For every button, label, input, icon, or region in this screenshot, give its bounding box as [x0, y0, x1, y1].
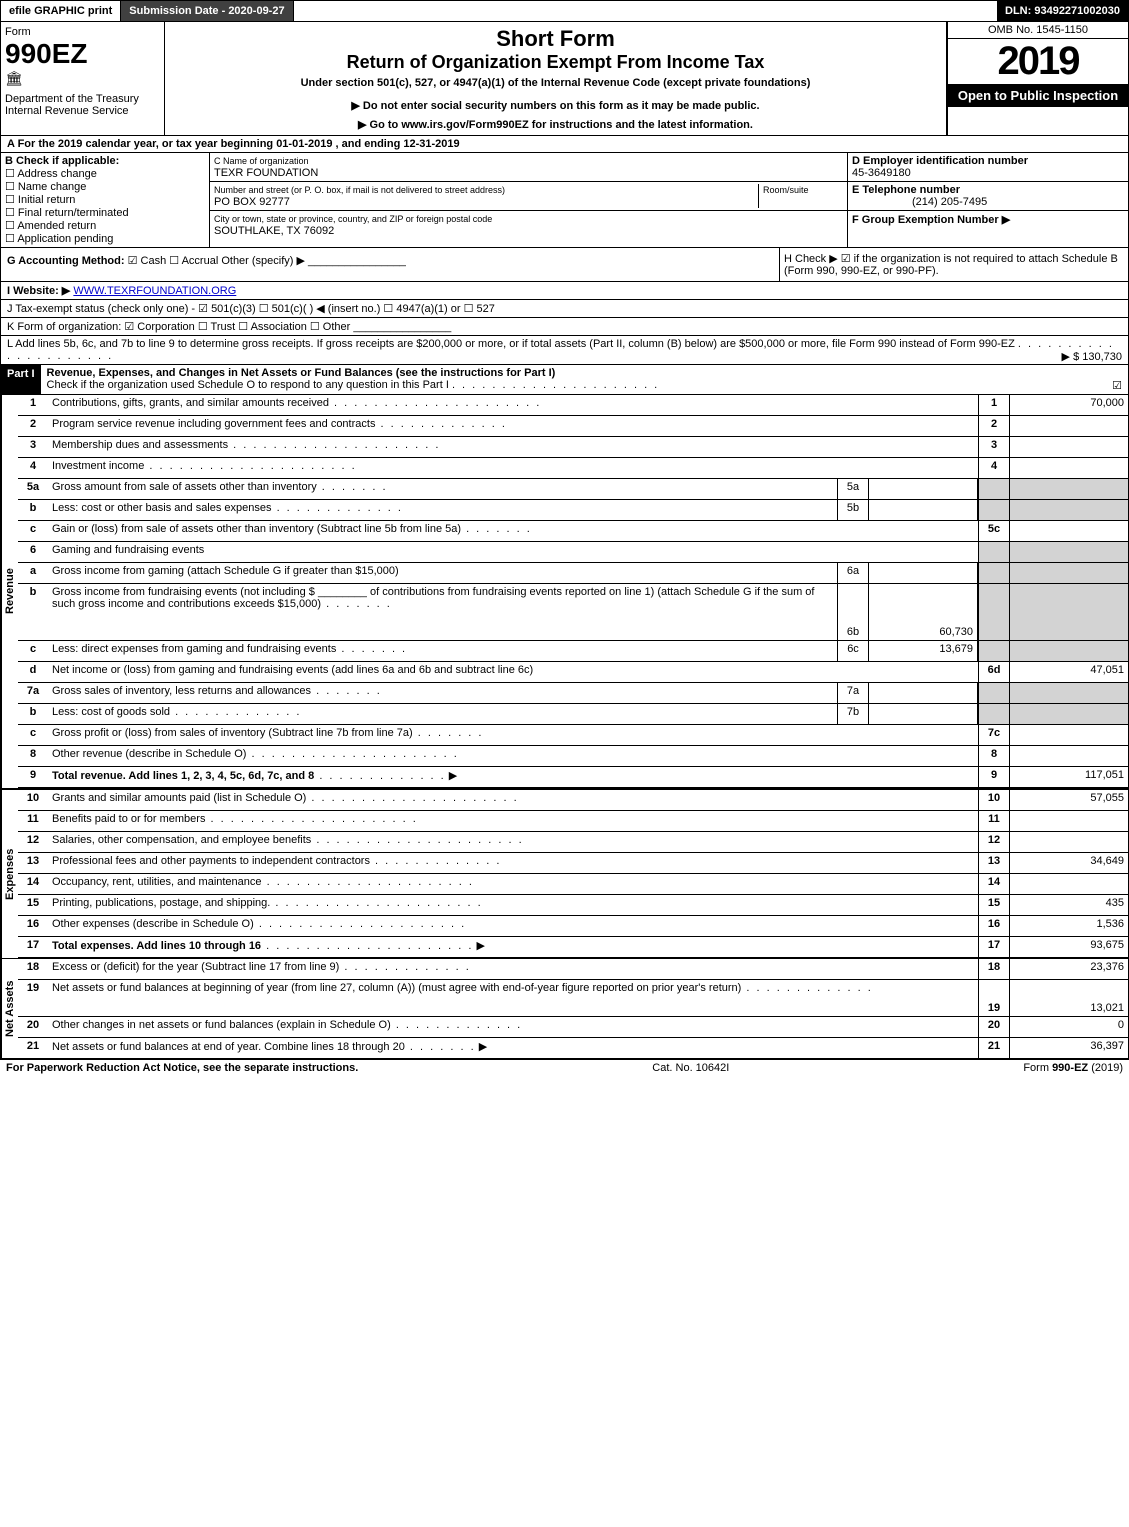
g-accrual[interactable]: ☐ Accrual: [169, 255, 218, 267]
opt-final[interactable]: ☐ Final return/terminated: [5, 206, 205, 219]
d-label: D Employer identification number: [852, 155, 1028, 167]
footer-right: Form 990-EZ (2019): [1023, 1062, 1123, 1074]
e-label: E Telephone number: [852, 184, 960, 196]
top-bar: efile GRAPHIC print Submission Date - 20…: [0, 0, 1129, 22]
expenses-section: Expenses 10Grants and similar amounts pa…: [0, 788, 1129, 958]
amt-7c: [1010, 725, 1128, 745]
c-name-label: C Name of organization: [214, 156, 309, 166]
g-label: G Accounting Method:: [7, 255, 125, 267]
ssn-warning: ▶ Do not enter social security numbers o…: [175, 99, 936, 112]
tax-year: 2019: [948, 39, 1128, 84]
footer-left: For Paperwork Reduction Act Notice, see …: [6, 1062, 358, 1074]
line-a: A For the 2019 calendar year, or tax yea…: [0, 136, 1129, 153]
amt-16: 1,536: [1010, 916, 1128, 936]
irs-label: Internal Revenue Service: [5, 105, 160, 117]
under-section: Under section 501(c), 527, or 4947(a)(1)…: [175, 77, 936, 89]
open-inspection: Open to Public Inspection: [948, 84, 1128, 107]
short-form-title: Short Form: [175, 26, 936, 52]
page-footer: For Paperwork Reduction Act Notice, see …: [0, 1060, 1129, 1076]
revenue-label: Revenue: [1, 395, 18, 788]
dept-label: Department of the Treasury: [5, 93, 160, 105]
g-cash[interactable]: ☑ Cash: [128, 255, 167, 267]
box-def: D Employer identification number 45-3649…: [848, 153, 1128, 247]
l-amount: ▶ $ 130,730: [1062, 350, 1122, 363]
g-other[interactable]: Other (specify) ▶ ________________: [221, 255, 406, 267]
amt-6d: 47,051: [1010, 662, 1128, 682]
netassets-label: Net Assets: [1, 959, 18, 1058]
amt-19: 13,021: [1010, 980, 1128, 1016]
website-link[interactable]: WWW.TEXRFOUNDATION.ORG: [73, 285, 236, 297]
dln: DLN: 93492271002030: [997, 1, 1128, 21]
omb: OMB No. 1545-1150: [948, 22, 1128, 39]
phone: (214) 205-7495: [852, 196, 987, 208]
amt-6b: 60,730: [869, 584, 978, 640]
amt-20: 0: [1010, 1017, 1128, 1037]
amt-10: 57,055: [1010, 790, 1128, 810]
form-label: Form: [5, 26, 160, 38]
box-j: J Tax-exempt status (check only one) - ☑…: [0, 300, 1129, 318]
box-c: C Name of organization TEXR FOUNDATION N…: [210, 153, 848, 247]
box-i: I Website: ▶ WWW.TEXRFOUNDATION.ORG: [0, 282, 1129, 300]
submission-date: Submission Date - 2020-09-27: [121, 1, 293, 21]
revenue-section: Revenue 1Contributions, gifts, grants, a…: [0, 395, 1129, 788]
footer-center: Cat. No. 10642I: [652, 1062, 729, 1074]
box-b: B Check if applicable: ☐ Address change …: [1, 153, 210, 247]
amt-15: 435: [1010, 895, 1128, 915]
amt-11: [1010, 811, 1128, 831]
part-i-header: Part I Revenue, Expenses, and Changes in…: [0, 365, 1129, 395]
opt-address[interactable]: ☐ Address change: [5, 167, 205, 180]
box-k: K Form of organization: ☑ Corporation ☐ …: [0, 318, 1129, 336]
netassets-section: Net Assets 18Excess or (deficit) for the…: [0, 958, 1129, 1060]
part-i-title: Revenue, Expenses, and Changes in Net As…: [47, 367, 556, 379]
amt-4: [1010, 458, 1128, 478]
amt-3: [1010, 437, 1128, 457]
efile-label: efile GRAPHIC print: [1, 1, 121, 21]
amt-12: [1010, 832, 1128, 852]
opt-name[interactable]: ☐ Name change: [5, 180, 205, 193]
c-city-label: City or town, state or province, country…: [214, 214, 492, 224]
amt-14: [1010, 874, 1128, 894]
amt-21: 36,397: [1010, 1038, 1128, 1058]
part-i-check: Check if the organization used Schedule …: [47, 379, 449, 391]
opt-pending[interactable]: ☐ Application pending: [5, 232, 205, 245]
gh-row: G Accounting Method: ☑ Cash ☐ Accrual Ot…: [0, 248, 1129, 282]
room-label: Room/suite: [763, 185, 809, 195]
f-label: F Group Exemption Number ▶: [852, 214, 1010, 226]
amt-8: [1010, 746, 1128, 766]
return-title: Return of Organization Exempt From Incom…: [175, 52, 936, 73]
amt-1: 70,000: [1010, 395, 1128, 415]
c-addr-label: Number and street (or P. O. box, if mail…: [214, 185, 505, 195]
amt-6c: 13,679: [869, 641, 978, 661]
opt-amended[interactable]: ☐ Amended return: [5, 219, 205, 232]
schedule-o-checkbox[interactable]: ☑: [1112, 379, 1122, 392]
amt-9: 117,051: [1010, 767, 1128, 787]
box-l: L Add lines 5b, 6c, and 7b to line 9 to …: [0, 336, 1129, 365]
form-header: Form 990EZ 🏛 Department of the Treasury …: [0, 22, 1129, 136]
amt-2: [1010, 416, 1128, 436]
box-b-label: B Check if applicable:: [5, 155, 205, 167]
org-city: SOUTHLAKE, TX 76092: [214, 225, 334, 237]
expenses-label: Expenses: [1, 790, 18, 958]
opt-initial[interactable]: ☐ Initial return: [5, 193, 205, 206]
org-address: PO BOX 92777: [214, 196, 290, 208]
part-i-badge: Part I: [1, 365, 41, 394]
amt-5c: [1010, 521, 1128, 541]
org-name: TEXR FOUNDATION: [214, 167, 318, 179]
ein: 45-3649180: [852, 167, 911, 179]
amt-18: 23,376: [1010, 959, 1128, 979]
goto-link[interactable]: ▶ Go to www.irs.gov/Form990EZ for instru…: [175, 118, 936, 131]
treasury-icon: 🏛: [5, 70, 160, 87]
amt-17: 93,675: [1010, 937, 1128, 957]
form-number: 990EZ: [5, 38, 160, 70]
box-h: H Check ▶ ☑ if the organization is not r…: [779, 248, 1128, 281]
amt-13: 34,649: [1010, 853, 1128, 873]
org-block: B Check if applicable: ☐ Address change …: [0, 153, 1129, 248]
